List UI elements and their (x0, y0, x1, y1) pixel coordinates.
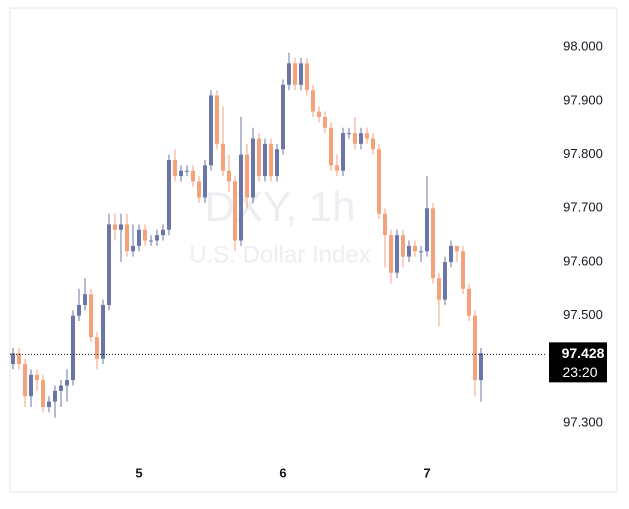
y-tick-label: 98.000 (563, 39, 603, 54)
candle-body (478, 353, 483, 381)
y-tick-label: 97.800 (563, 146, 603, 161)
y-tick-label: 97.700 (563, 200, 603, 215)
candle-body (34, 374, 39, 381)
candle-body (136, 229, 141, 246)
candle-body (70, 315, 75, 381)
y-tick-label: 97.900 (563, 92, 603, 107)
candle-body (442, 261, 447, 300)
candle-body (226, 170, 231, 182)
candle-body (46, 401, 51, 407)
candle-body (406, 245, 411, 257)
last-price-label: 97.428 (562, 345, 605, 361)
candle-body (454, 245, 459, 252)
candle-body (196, 181, 201, 198)
candle-body (328, 127, 333, 166)
x-tick-label: 5 (135, 465, 142, 480)
candle-body (352, 133, 357, 144)
candle-body (232, 181, 237, 241)
candle-body (100, 304, 105, 359)
candle-body (184, 170, 189, 172)
candle-body (382, 213, 387, 236)
candle-body (346, 133, 351, 135)
candle-body (58, 385, 63, 391)
candle-body (22, 364, 27, 397)
watermark-title: DXY, 1h (205, 183, 356, 230)
candle-body (16, 353, 21, 365)
candle-body (82, 294, 87, 305)
candle-body (88, 294, 93, 338)
candle-body (112, 224, 117, 230)
candle-body (28, 374, 33, 397)
candle-body (424, 208, 429, 252)
candle-body (190, 170, 195, 182)
candle-body (94, 337, 99, 359)
candle-body (262, 143, 267, 177)
candle-body (256, 138, 261, 177)
candle-body (124, 224, 129, 252)
candle-body (52, 390, 57, 402)
candle-body (400, 235, 405, 257)
candle-body (430, 208, 435, 279)
candle-body (142, 229, 147, 241)
candle-body (364, 133, 369, 139)
candle-body (340, 133, 345, 171)
candle-body (310, 90, 315, 112)
candle-body (10, 353, 15, 365)
candle-body (40, 380, 45, 407)
candle-body (148, 240, 153, 242)
candle-body (280, 84, 285, 150)
candle-body (358, 133, 363, 144)
candle-body (274, 149, 279, 177)
last-price-box (549, 342, 607, 383)
candle-body (412, 245, 417, 252)
candle-body (220, 143, 225, 171)
candle-body (298, 63, 303, 85)
candle-body (376, 149, 381, 214)
candle-body (238, 154, 243, 241)
watermark-subtitle: U.S. Dollar Index (189, 241, 370, 268)
candle-body (76, 304, 81, 316)
candle-body (304, 63, 309, 91)
candle-body (316, 111, 321, 118)
candle-body (268, 143, 273, 177)
candle-body (64, 380, 69, 386)
candle-body (466, 288, 471, 316)
candle-body (472, 315, 477, 381)
x-tick-label: 7 (423, 465, 430, 480)
candle-body (214, 95, 219, 144)
candle-body (292, 63, 297, 85)
candle-body (154, 235, 159, 241)
candle-body (166, 159, 171, 230)
candle-body (244, 154, 249, 198)
candle-body (130, 245, 135, 252)
candle-body (322, 117, 327, 128)
y-tick-label: 97.300 (563, 415, 603, 430)
candle-body (118, 224, 123, 230)
candle-body (106, 224, 111, 305)
candle-body (388, 235, 393, 273)
candle-body (172, 159, 177, 177)
candle-body (334, 165, 339, 171)
candle-body (436, 278, 441, 300)
y-tick-label: 97.500 (563, 307, 603, 322)
candle-body (460, 251, 465, 289)
candle-body (286, 63, 291, 85)
candle-body (394, 235, 399, 273)
y-tick-label: 97.600 (563, 253, 603, 268)
candle-body (208, 95, 213, 166)
candle-body (202, 165, 207, 198)
candle-body (448, 245, 453, 262)
candle-body (418, 251, 423, 253)
candle-body (370, 138, 375, 150)
countdown-label: 23:20 (562, 364, 597, 380)
candle-body (160, 229, 165, 236)
candle-body (250, 138, 255, 198)
x-tick-label: 6 (279, 465, 286, 480)
frame (9, 7, 618, 493)
candle-body (178, 170, 183, 177)
